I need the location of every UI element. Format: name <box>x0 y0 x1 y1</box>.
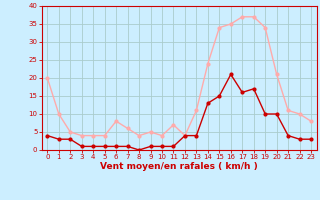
X-axis label: Vent moyen/en rafales ( km/h ): Vent moyen/en rafales ( km/h ) <box>100 162 258 171</box>
